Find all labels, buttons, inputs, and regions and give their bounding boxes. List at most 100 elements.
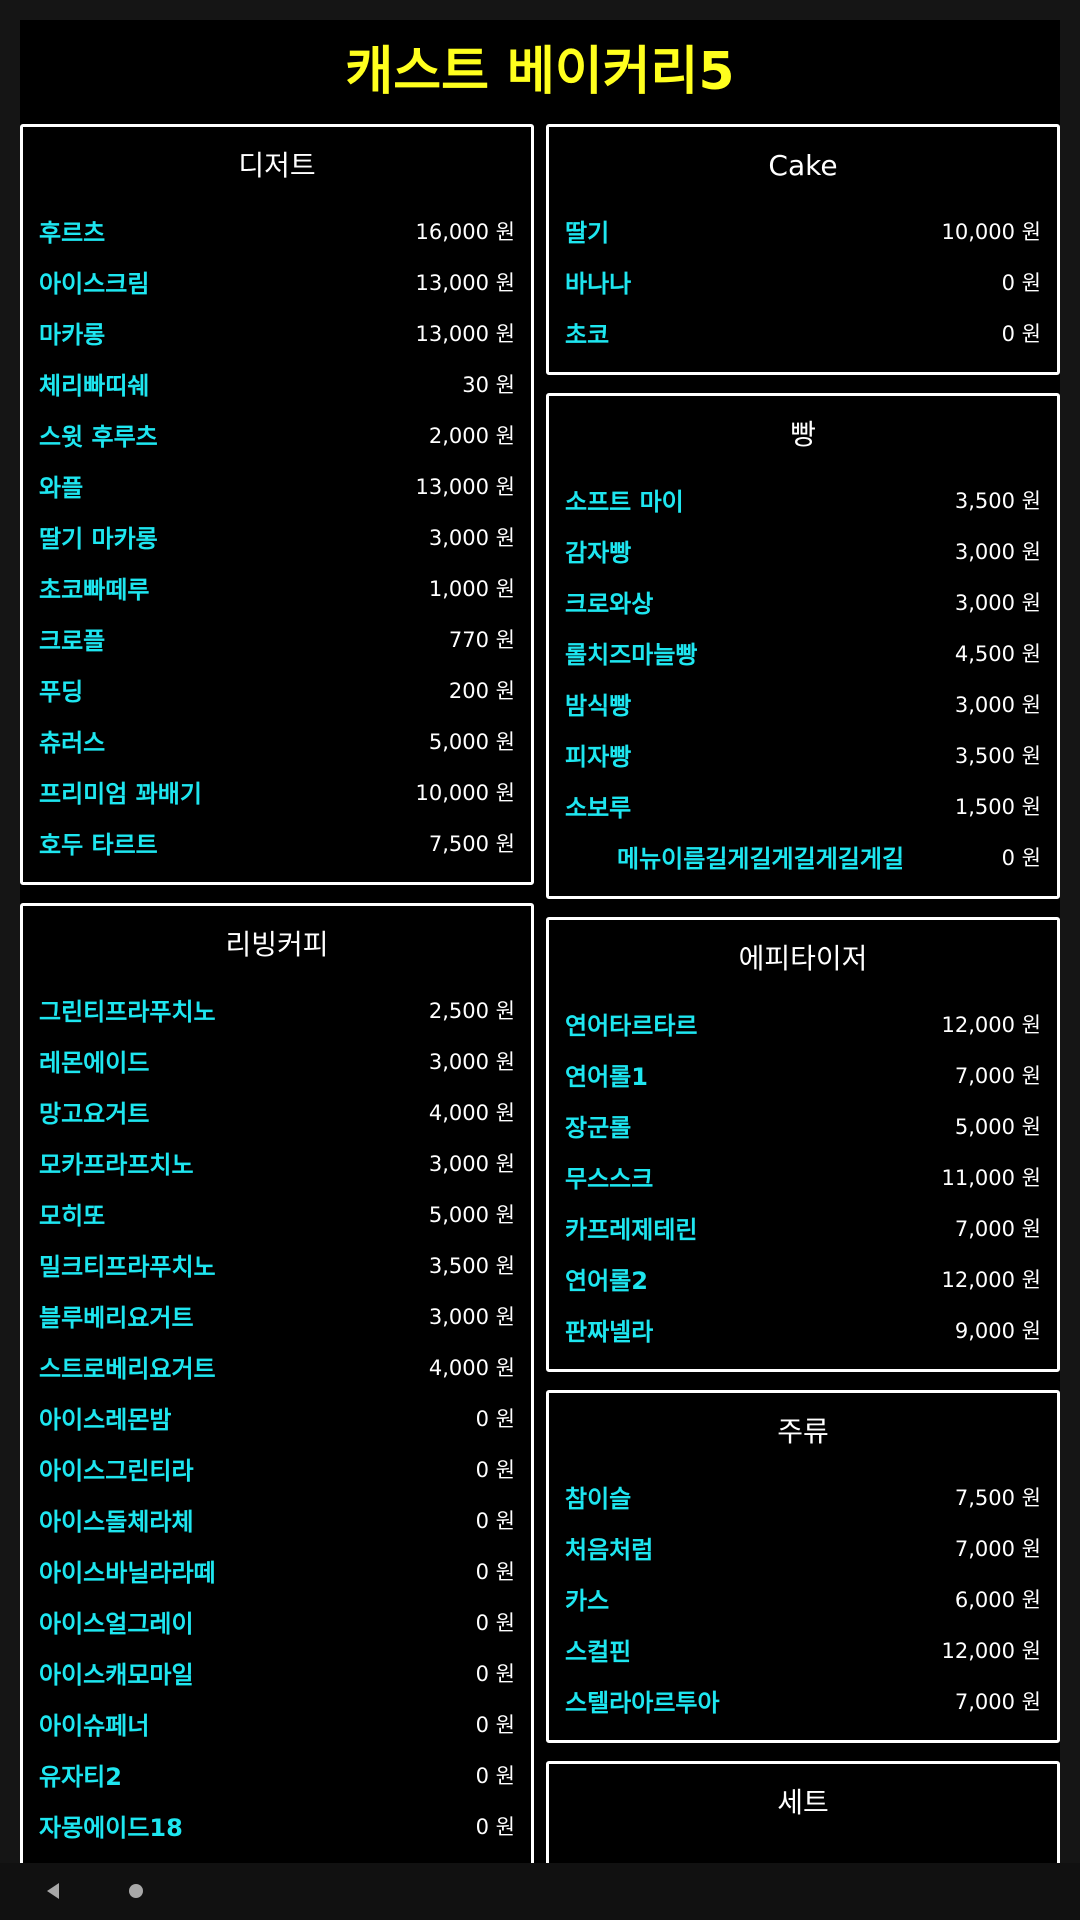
- menu-item-name: 아이스돌체라체: [39, 1508, 194, 1536]
- menu-item-name: 스윗 후루츠: [39, 423, 158, 451]
- category-title: 주류: [777, 1415, 829, 1448]
- menu-item-name: 딸기 마카롱: [39, 525, 158, 553]
- menu-item[interactable]: 밀크티프라푸치노 3,500 원: [37, 1239, 517, 1290]
- menu-item[interactable]: 레몬에이드 3,000 원: [37, 1035, 517, 1086]
- menu-item[interactable]: 카스 6,000 원: [563, 1573, 1043, 1624]
- menu-item-name: 아이스그린티라: [39, 1457, 194, 1485]
- menu-item[interactable]: 후르츠 16,000 원: [37, 205, 517, 256]
- menu-item-name: 아이스캐모마일: [39, 1661, 194, 1689]
- menu-item[interactable]: 초코 0 원: [563, 307, 1043, 358]
- back-icon[interactable]: [47, 1883, 59, 1899]
- menu-item[interactable]: 연어타르타르 12,000 원: [563, 998, 1043, 1049]
- menu-item-price: 7,500 원: [954, 1485, 1041, 1510]
- menu-item-price: 12,000 원: [941, 1012, 1041, 1037]
- store-title: 캐스트 베이커리5: [345, 42, 735, 102]
- menu-item[interactable]: 피자빵 3,500 원: [563, 729, 1043, 780]
- home-icon[interactable]: [129, 1884, 143, 1898]
- menu-item[interactable]: 아이스그린티라 0 원: [37, 1443, 517, 1494]
- menu-item[interactable]: 딸기 마카롱 3,000 원: [37, 511, 517, 562]
- menu-item-name: 연어롤2: [565, 1267, 648, 1295]
- menu-item[interactable]: 감자빵 3,000 원: [563, 525, 1043, 576]
- menu-item[interactable]: 연어롤1 7,000 원: [563, 1049, 1043, 1100]
- menu-item[interactable]: 푸딩 200 원: [37, 664, 517, 715]
- menu-item[interactable]: 무스스크 11,000 원: [563, 1151, 1043, 1202]
- menu-item-price: 4,500 원: [954, 641, 1041, 666]
- menu-item-price: 6,000 원: [954, 1587, 1041, 1612]
- menu-item[interactable]: 스컬핀 12,000 원: [563, 1624, 1043, 1675]
- menu-item[interactable]: 크로와상 3,000 원: [563, 576, 1043, 627]
- menu-item-name: 아이스얼그레이: [39, 1610, 194, 1638]
- menu-item-price: 4,000 원: [428, 1100, 515, 1125]
- menu-item[interactable]: 소프트 마이 3,500 원: [563, 474, 1043, 525]
- menu-item[interactable]: 아이스바닐라라떼 0 원: [37, 1545, 517, 1596]
- menu-item[interactable]: 프리미엄 꽈배기 10,000 원: [37, 766, 517, 817]
- menu-item[interactable]: 그린티프라푸치노 2,500 원: [37, 984, 517, 1035]
- menu-item-price: 0 원: [475, 1814, 515, 1839]
- menu-item-name: 크로플: [39, 627, 106, 655]
- menu-item[interactable]: 초코빠떼루 1,000 원: [37, 562, 517, 613]
- menu-item-name: 모히또: [39, 1202, 106, 1230]
- menu-item[interactable]: 밤식빵 3,000 원: [563, 678, 1043, 729]
- menu-item[interactable]: 아이스크림 13,000 원: [37, 256, 517, 307]
- menu-item[interactable]: 스트로베리요거트 4,000 원: [37, 1341, 517, 1392]
- menu-item-price: 200 원: [448, 678, 515, 703]
- menu-item[interactable]: 스텔라아르투아 7,000 원: [563, 1675, 1043, 1726]
- category-title: 세트: [777, 1786, 829, 1819]
- menu-item[interactable]: 모히또 5,000 원: [37, 1188, 517, 1239]
- menu-item[interactable]: 아이스레몬밤 0 원: [37, 1392, 517, 1443]
- menu-item[interactable]: 소보루 1,500 원: [563, 780, 1043, 831]
- menu-item[interactable]: 아이스얼그레이 0 원: [37, 1596, 517, 1647]
- menu-item[interactable]: 연어롤2 12,000 원: [563, 1253, 1043, 1304]
- menu-item-name: 아이스바닐라라떼: [39, 1559, 216, 1587]
- menu-item[interactable]: 자몽에이드18 0 원: [37, 1800, 517, 1851]
- menu-item-name: 피자빵: [565, 743, 632, 771]
- menu-item[interactable]: 판짜넬라 9,000 원: [563, 1304, 1043, 1355]
- menu-item-name: 후르츠: [39, 219, 106, 247]
- menu-item-name: 그린티프라푸치노: [39, 998, 216, 1026]
- menu-item[interactable]: 마카롱 13,000 원: [37, 307, 517, 358]
- menu-item-price: 0 원: [1001, 321, 1041, 346]
- menu-item-price: 0 원: [475, 1712, 515, 1737]
- menu-item[interactable]: 체리빠띠쉐 30 원: [37, 358, 517, 409]
- menu-item[interactable]: 메뉴이름길게길게길게길게길게 0 원: [563, 831, 1043, 882]
- menu-item[interactable]: 와플 13,000 원: [37, 460, 517, 511]
- menu-item-name: 처음처럼: [565, 1536, 654, 1564]
- menu-item-price: 2,500 원: [428, 998, 515, 1023]
- category-title: Cake: [768, 149, 838, 182]
- category-title: 에피타이저: [738, 942, 868, 975]
- menu-item[interactable]: 아이슈페너 0 원: [37, 1698, 517, 1749]
- menu-item[interactable]: 바나나 0 원: [563, 256, 1043, 307]
- menu-item[interactable]: 모카프라프치노 3,000 원: [37, 1137, 517, 1188]
- menu-category-panel: Cake 딸기 10,000 원 바나나 0 원 초코 0 원: [546, 124, 1060, 375]
- menu-item[interactable]: 망고요거트 4,000 원: [37, 1086, 517, 1137]
- menu-item-name: 자몽에이드18: [39, 1814, 183, 1842]
- menu-item[interactable]: 참이슬 7,500 원: [563, 1471, 1043, 1522]
- menu-item-name: 롤치즈마늘빵: [565, 641, 698, 669]
- menu-item[interactable]: 츄러스 5,000 원: [37, 715, 517, 766]
- menu-item[interactable]: 딸기 10,000 원: [563, 205, 1043, 256]
- menu-item-name: 메뉴이름길게길게길게길게길게: [617, 845, 902, 873]
- menu-item-name: 아이스레몬밤: [39, 1406, 172, 1434]
- category-title: 디저트: [238, 149, 316, 182]
- menu-item[interactable]: 호두 타르트 7,500 원: [37, 817, 517, 868]
- menu-item-price: 7,000 원: [954, 1689, 1041, 1714]
- menu-item-name: 장군롤: [565, 1114, 632, 1142]
- menu-item[interactable]: 아이스돌체라체 0 원: [37, 1494, 517, 1545]
- menu-item-price: 3,500 원: [954, 743, 1041, 768]
- menu-item-name: 밀크티프라푸치노: [39, 1253, 216, 1281]
- menu-item[interactable]: 크로플 770 원: [37, 613, 517, 664]
- menu-item[interactable]: 스윗 후루츠 2,000 원: [37, 409, 517, 460]
- menu-item[interactable]: 롤치즈마늘빵 4,500 원: [563, 627, 1043, 678]
- menu-item-name: 크로와상: [565, 590, 654, 618]
- menu-item[interactable]: 처음처럼 7,000 원: [563, 1522, 1043, 1573]
- menu-item[interactable]: 유자티2 0 원: [37, 1749, 517, 1800]
- menu-item[interactable]: 아이스캐모마일 0 원: [37, 1647, 517, 1698]
- menu-item[interactable]: 장군롤 5,000 원: [563, 1100, 1043, 1151]
- menu-item[interactable]: 블루베리요거트 3,000 원: [37, 1290, 517, 1341]
- menu-item[interactable]: 카프레제테린 7,000 원: [563, 1202, 1043, 1253]
- menu-item-price: 0 원: [475, 1661, 515, 1686]
- menu-item-price: 3,500 원: [954, 488, 1041, 513]
- menu-item-name: 감자빵: [565, 539, 632, 567]
